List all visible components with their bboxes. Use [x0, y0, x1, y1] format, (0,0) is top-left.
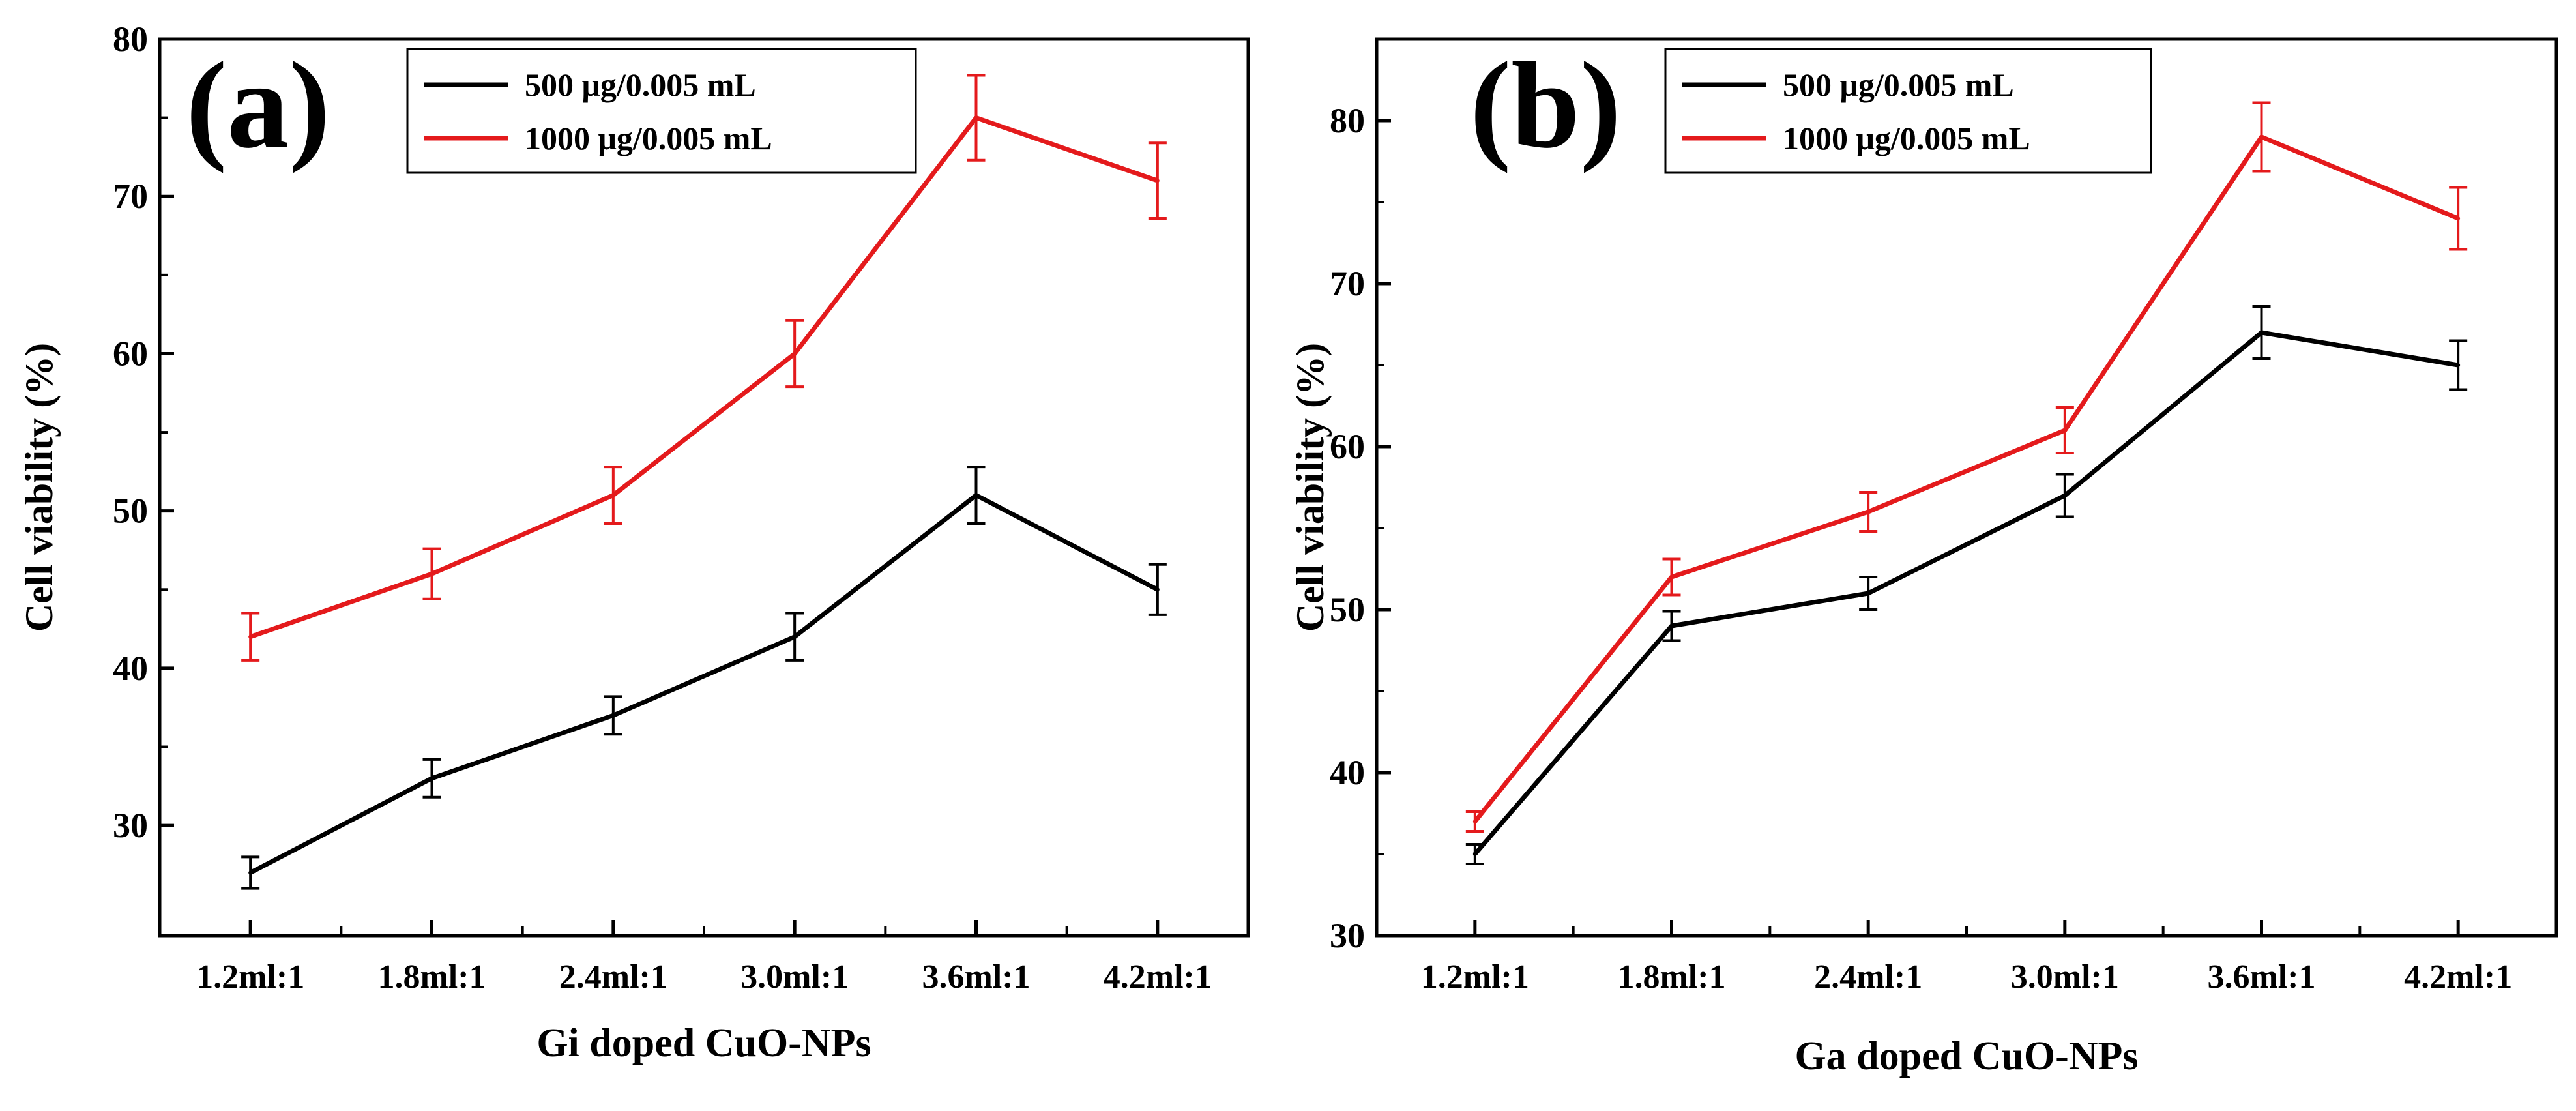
series-line-black: [249, 493, 1159, 875]
y-tick-label: 30: [1330, 916, 1365, 955]
y-tick-label: 80: [113, 20, 148, 59]
data-point: [1472, 852, 1477, 856]
y-tick-label: 60: [113, 334, 148, 373]
data-point: [1669, 575, 1674, 579]
y-tick-label: 40: [1330, 753, 1365, 792]
legend-box: [1664, 48, 2152, 174]
series-line-black: [1473, 330, 2459, 856]
data-point: [2456, 363, 2461, 367]
x-tick-label: 1.8ml:1: [1617, 958, 1725, 996]
x-tick-label: 3.0ml:1: [740, 958, 849, 996]
data-point: [2062, 494, 2067, 497]
data-point: [248, 634, 253, 639]
y-tick-label: 50: [1330, 590, 1365, 629]
x-tick-label: 2.4ml:1: [1814, 958, 1922, 996]
y-tick-label: 70: [113, 177, 148, 216]
legend-label: 1000 μg/0.005 mL: [525, 120, 772, 156]
legend-label: 1000 μg/0.005 mL: [1783, 120, 2030, 156]
x-tick-label: 1.8ml:1: [377, 958, 486, 996]
data-point: [611, 713, 615, 718]
x-tick-label: 2.4ml:1: [559, 958, 667, 996]
series-line-red: [250, 115, 1158, 639]
data-point: [2259, 135, 2264, 139]
data-point: [430, 776, 434, 780]
data-point: [1472, 820, 1477, 823]
x-axis-title: Ga doped CuO-NPs: [1794, 1034, 2138, 1078]
data-point: [2456, 216, 2461, 220]
x-tick-label: 3.6ml:1: [922, 958, 1030, 996]
data-point: [1155, 587, 1160, 592]
data-point: [1866, 591, 1871, 595]
chart-panel-a: 30 40 50 60 70 80 1.2ml:1 1.8ml:1 2.4ml:1 3.0ml:1…: [18, 20, 1250, 1065]
data-point: [611, 493, 615, 497]
y-tick-label: 60: [1330, 427, 1365, 466]
x-axis-title: Gi doped CuO-NPs: [536, 1021, 871, 1065]
y-axis-title: Cell viability (%): [18, 343, 61, 632]
x-tick-label: 3.0ml:1: [2011, 958, 2119, 996]
panel-label: (b): [1470, 37, 1621, 174]
y-tick-label: 50: [113, 492, 148, 531]
data-point: [1866, 510, 1871, 514]
data-point: [974, 115, 978, 120]
data-point: [1669, 624, 1674, 628]
legend-label: 500 μg/0.005 mL: [525, 67, 756, 103]
data-point: [1155, 179, 1160, 183]
data-point: [793, 634, 797, 639]
series-line-red: [1473, 134, 2459, 823]
data-point: [974, 493, 978, 497]
x-tick-label: 1.2ml:1: [1421, 958, 1529, 996]
data-point: [793, 351, 797, 356]
y-tick-label: 70: [1330, 264, 1365, 303]
data-point: [248, 870, 253, 875]
y-tick-label: 40: [113, 649, 148, 688]
data-point: [2062, 428, 2067, 432]
data-point: [2259, 331, 2264, 334]
y-tick-label: 30: [113, 806, 148, 845]
y-tick-label: 80: [1330, 101, 1365, 140]
data-point: [430, 572, 434, 576]
chart-panel-b: 30 40 50 60 70 80 1.2ml:1 1.8ml:1 2.4ml:1 3.0ml:1…: [1289, 37, 2558, 1078]
panel-label: (a): [186, 37, 330, 174]
legend-label: 500 μg/0.005 mL: [1783, 67, 2014, 103]
x-tick-label: 1.2ml:1: [196, 958, 304, 996]
x-tick-label: 3.6ml:1: [2207, 958, 2315, 996]
x-tick-label: 4.2ml:1: [1104, 958, 1212, 996]
x-tick-label: 4.2ml:1: [2404, 958, 2512, 996]
y-axis-title: Cell viability (%): [1289, 343, 1332, 632]
legend: 500 μg/0.005 mL 1000 μg/0.005 mL: [1664, 48, 2152, 174]
legend: 500 μg/0.005 mL 1000 μg/0.005 mL: [406, 48, 917, 174]
legend-box: [406, 48, 917, 174]
